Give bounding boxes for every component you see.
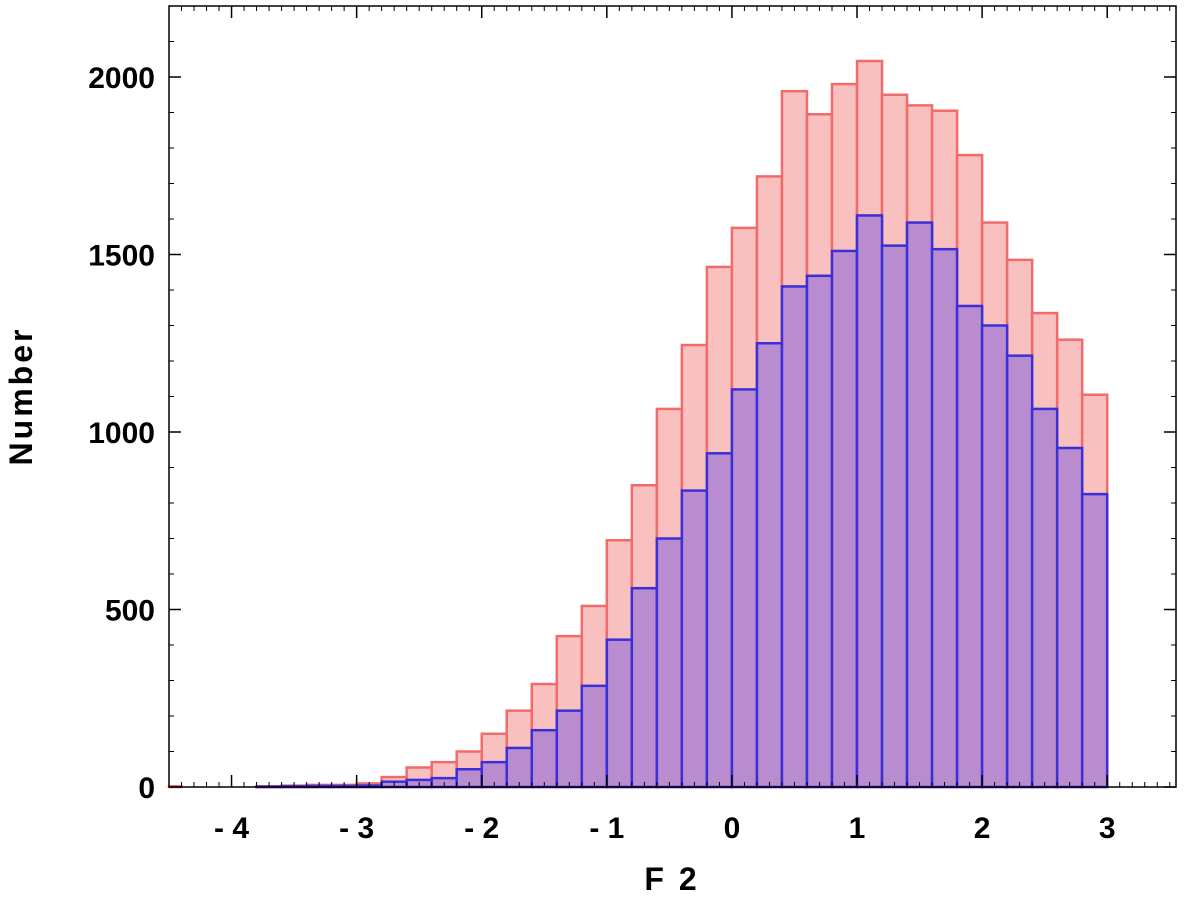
histogram-bar-series-2 [1055, 446, 1084, 789]
y-tick-label: 500 [105, 595, 155, 628]
histogram-bar-series-2 [630, 586, 659, 789]
tick-labels-layer: - 4 - 3 - 2 - 1 0 1 2 3 0 500 1000 1500 2000 [88, 62, 1115, 845]
histogram-bar-series-2 [980, 324, 1009, 789]
y-tick-label: 0 [138, 772, 155, 805]
x-tick-label: 2 [974, 812, 991, 845]
histogram-bar-series-2 [1030, 407, 1059, 789]
histogram-bar-series-2 [780, 285, 809, 789]
histogram-bar-series-2 [505, 746, 534, 789]
x-tick-label: - 3 [339, 812, 374, 845]
plot-frame [168, 5, 1177, 788]
x-tick-label: 0 [724, 812, 741, 845]
histogram-bar-series-2 [555, 709, 584, 789]
y-tick-label: 1500 [88, 240, 155, 273]
y-tick-label: 2000 [88, 62, 155, 95]
histogram-bar-series-2 [1005, 354, 1034, 789]
histogram-bar-series-2 [705, 452, 734, 789]
x-tick-label: - 2 [464, 812, 499, 845]
x-axis-title: F 2 [644, 861, 699, 897]
histogram-bar-series-2 [930, 247, 959, 789]
histogram-bar-series-2 [1080, 492, 1109, 789]
x-tick-label: - 4 [214, 812, 249, 845]
histogram-bar-series-2 [755, 342, 784, 789]
bars-layer [167, 59, 1109, 789]
x-tick-label: - 1 [589, 812, 624, 845]
x-tick-label: 1 [849, 812, 866, 845]
histogram-bar-series-2 [880, 244, 909, 789]
histogram-bar-series-2 [530, 728, 559, 789]
x-tick-label: 3 [1099, 812, 1116, 845]
histogram-bar-series-2 [655, 537, 684, 789]
histogram-bar-series-2 [730, 388, 759, 789]
y-tick-label: 1000 [88, 417, 155, 450]
histogram-bar-series-2 [805, 274, 834, 789]
y-axis-title: Number [3, 327, 39, 466]
histogram-bar-series-2 [605, 638, 634, 789]
axes-layer [168, 5, 1176, 788]
histogram-bar-series-2 [580, 684, 609, 789]
histogram-bar-series-2 [680, 489, 709, 789]
histogram-bar-series-2 [905, 221, 934, 789]
histogram-bar-series-2 [955, 304, 984, 789]
histogram-bar-series-2 [830, 249, 859, 789]
histogram-bar-series-2 [855, 214, 884, 789]
